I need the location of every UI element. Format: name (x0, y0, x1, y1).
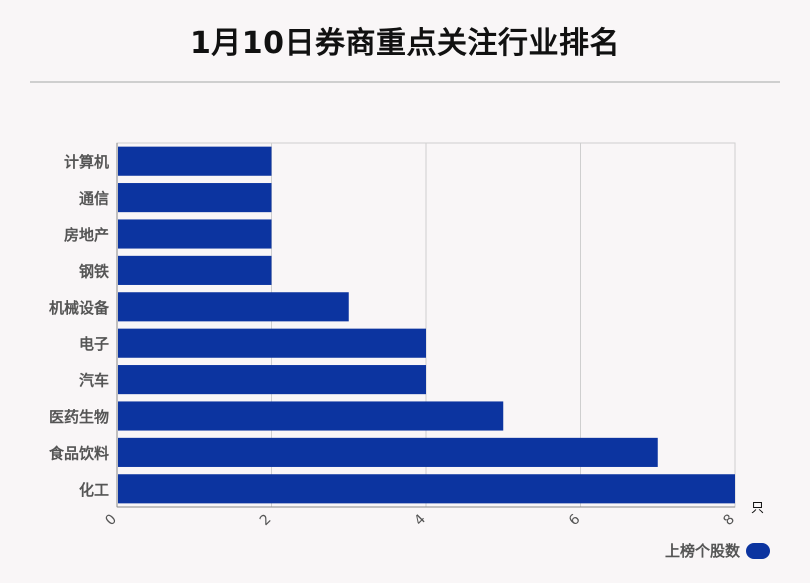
bar-8 (118, 401, 504, 431)
bar-series (118, 146, 735, 504)
legend-label: 上榜个股数 (664, 542, 740, 560)
bar-1 (118, 146, 272, 176)
y-tick-label: 通信 (79, 190, 109, 208)
legend: 上榜个股数 (665, 540, 770, 561)
bar-9 (118, 437, 658, 467)
y-tick-label: 化工 (79, 481, 109, 499)
x-axis-unit: 只 (751, 501, 764, 516)
x-axis-labels: 0 2 4 6 8 (102, 511, 738, 529)
chart-title: 1月10日券商重点关注行业排名 (189, 26, 621, 61)
title-divider (30, 81, 780, 83)
y-tick-label: 汽车 (79, 372, 109, 390)
x-tick-label: 0 (102, 511, 120, 529)
bar-7 (118, 365, 426, 395)
x-tick-label: 4 (411, 511, 429, 529)
y-tick-label: 钢铁 (79, 262, 109, 280)
y-tick-label: 医药生物 (49, 408, 109, 426)
y-tick-label: 食品饮料 (49, 444, 109, 462)
bar-2 (118, 183, 272, 213)
y-tick-label: 计算机 (64, 153, 109, 171)
y-tick-label: 机械设备 (49, 299, 110, 317)
x-tick-label: 6 (566, 511, 584, 529)
x-tick-label: 8 (720, 511, 738, 529)
legend-swatch (746, 542, 770, 559)
bar-10 (118, 474, 735, 504)
bar-6 (118, 328, 426, 358)
bar-4 (118, 255, 272, 285)
bar-5 (118, 292, 349, 322)
x-tick-label: 2 (257, 511, 275, 529)
y-tick-label: 房地产 (64, 226, 109, 244)
y-tick-label: 电子 (79, 335, 109, 353)
bar-3 (118, 219, 272, 249)
